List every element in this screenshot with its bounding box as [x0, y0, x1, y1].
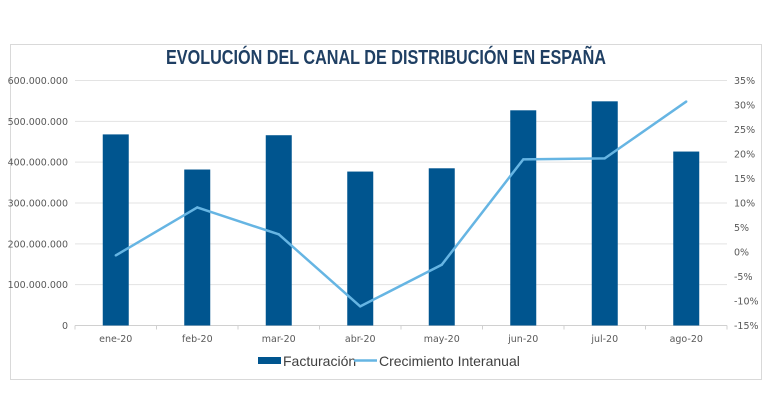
x-tick-label: abr-20 — [345, 334, 376, 345]
bar-facturacion-may-20 — [428, 168, 455, 326]
chart-frame — [10, 44, 762, 380]
left-tick-label: 300.000.000 — [8, 199, 68, 210]
x-tick-label: may-20 — [424, 334, 460, 345]
line-crecimiento-interanual — [115, 100, 687, 308]
x-tick-label: feb-20 — [182, 334, 213, 345]
bar-series — [102, 101, 700, 326]
right-tick-label: 35% — [734, 76, 755, 87]
line-point-jun-20 — [522, 158, 525, 161]
legend-label-crecimiento: Crecimiento Interanual — [379, 353, 520, 369]
left-tick-label: 100.000.000 — [8, 280, 68, 291]
x-axis: ene-20 feb-20 mar-20 abr-20 may-20 jun-20 jul-… — [74, 325, 728, 345]
right-tick-label: 25% — [734, 125, 755, 136]
right-tick-label: 15% — [734, 174, 755, 185]
left-tick-label: 500.000.000 — [8, 117, 68, 128]
x-tick-label: mar-20 — [262, 334, 296, 345]
legend-label-facturacion: Facturación — [283, 353, 356, 369]
x-tick-label: jul-20 — [590, 334, 618, 345]
gridlines — [75, 80, 727, 326]
right-tick-label: 10% — [734, 199, 755, 210]
right-axis: -15% -10% -5% 0% 5% 10% 15% 20% 25% 30% 35% — [734, 76, 759, 332]
legend: Facturación Crecimiento Interanual — [258, 353, 520, 369]
left-tick-label: 200.000.000 — [8, 239, 68, 250]
right-tick-label: 20% — [734, 150, 755, 161]
x-tick-label: ago-20 — [670, 334, 703, 345]
left-tick-label: 400.000.000 — [8, 158, 68, 169]
left-axis: 0 100.000.000 200.000.000 300.000.000 400.00… — [8, 76, 68, 332]
right-tick-label: 30% — [734, 101, 755, 112]
x-tick-label: ene-20 — [99, 334, 132, 345]
right-tick-label: -10% — [734, 297, 759, 308]
x-tick-label: jun-20 — [507, 334, 538, 345]
right-tick-label: 0% — [734, 248, 749, 259]
line-point-abr-20 — [359, 305, 362, 308]
right-tick-label: -15% — [734, 321, 759, 332]
bar-facturacion-ago-20 — [673, 151, 700, 326]
right-tick-label: 5% — [734, 223, 749, 234]
line-point-ago-20 — [685, 100, 688, 103]
bar-facturacion-jun-20 — [510, 110, 537, 326]
legend-swatch-facturacion — [258, 357, 281, 364]
right-tick-label: -5% — [734, 272, 753, 283]
line-point-feb-20 — [196, 206, 199, 209]
line-point-mar-20 — [277, 233, 280, 236]
bar-facturacion-ene-20 — [102, 134, 129, 326]
chart-title: EVOLUCIÓN DEL CANAL DE DISTRIBUCIÓN EN E… — [166, 45, 606, 69]
bar-facturacion-feb-20 — [184, 169, 211, 326]
line-series — [114, 100, 688, 308]
bar-facturacion-jul-20 — [591, 101, 618, 326]
line-point-jul-20 — [603, 157, 606, 160]
line-point-may-20 — [440, 263, 443, 266]
line-point-ene-20 — [114, 254, 117, 257]
left-tick-label: 600.000.000 — [8, 76, 68, 87]
left-tick-label: 0 — [62, 321, 68, 332]
